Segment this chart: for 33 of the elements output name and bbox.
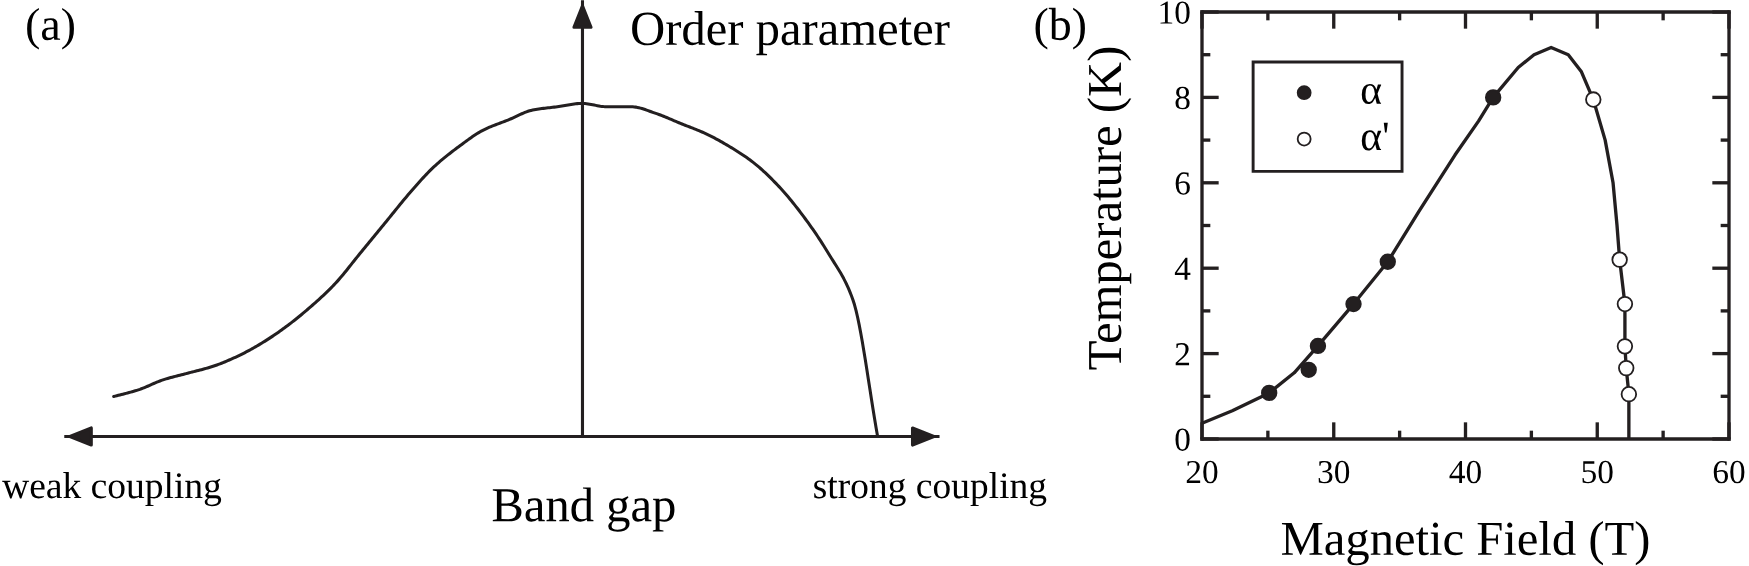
x-tick-label: 20 bbox=[1186, 460, 1218, 484]
point bbox=[1261, 384, 1278, 402]
point bbox=[1585, 91, 1602, 108]
y-axis-title: Order parameter bbox=[632, 11, 950, 56]
legend-label: α' bbox=[1361, 122, 1388, 151]
x-axis-title: Band gap bbox=[492, 487, 675, 532]
point bbox=[1300, 361, 1317, 379]
point bbox=[1345, 295, 1362, 313]
text: strong coupling bbox=[814, 472, 1047, 507]
y-tick-label: 6 bbox=[1175, 172, 1190, 195]
point bbox=[1611, 251, 1628, 268]
x-tick-label: 40 bbox=[1449, 460, 1481, 484]
y-tick-label: 2 bbox=[1175, 343, 1190, 366]
y-axis-title: Temperature (K) bbox=[1087, 47, 1132, 370]
y-tick-label: 10 bbox=[1160, 1, 1190, 24]
point bbox=[1616, 338, 1634, 355]
y-tick-label: 4 bbox=[1174, 257, 1191, 280]
chart-title: (a) bbox=[27, 7, 74, 50]
point bbox=[1616, 295, 1634, 313]
y-tick-label: 8 bbox=[1175, 86, 1190, 110]
point bbox=[1618, 359, 1635, 377]
point bbox=[1484, 89, 1502, 106]
point bbox=[1620, 385, 1638, 403]
point bbox=[1379, 253, 1396, 270]
legend-label: α bbox=[1361, 83, 1382, 105]
x-axis-title: Magnetic Field (T) bbox=[1281, 521, 1649, 566]
x-tick-label: 30 bbox=[1318, 460, 1350, 484]
chart-title: (b) bbox=[1035, 7, 1085, 50]
point bbox=[1309, 337, 1327, 355]
x-tick-label: 60 bbox=[1713, 460, 1745, 484]
y-tick-label: 0 bbox=[1175, 428, 1190, 451]
text: weak coupling bbox=[2, 472, 222, 507]
x-tick-label: 50 bbox=[1582, 460, 1613, 484]
